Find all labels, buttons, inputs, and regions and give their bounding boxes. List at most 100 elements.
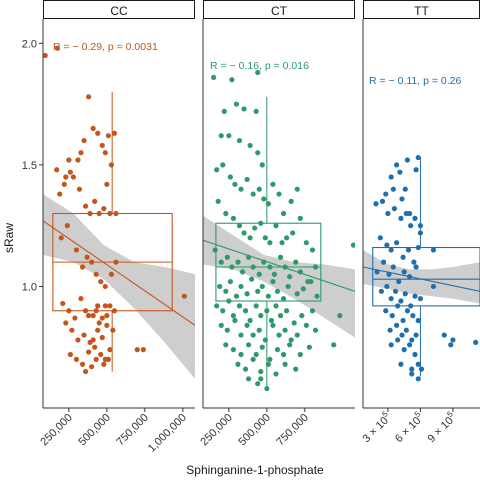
data-point xyxy=(104,181,110,187)
data-point xyxy=(230,347,236,353)
data-point xyxy=(297,215,303,221)
data-point xyxy=(309,308,316,314)
data-point xyxy=(403,210,409,217)
data-point xyxy=(223,288,229,294)
data-point xyxy=(70,174,76,180)
boxplot xyxy=(215,96,322,389)
box xyxy=(372,246,480,307)
data-point xyxy=(89,364,95,370)
panel-plot-area xyxy=(363,154,480,382)
data-point xyxy=(412,351,418,358)
x-tick-label: 9 × 105 xyxy=(423,409,459,445)
data-point xyxy=(277,254,284,260)
data-point xyxy=(241,230,247,236)
regression-line xyxy=(43,220,195,326)
boxplot xyxy=(372,157,480,377)
data-point xyxy=(288,337,294,343)
data-point xyxy=(140,347,146,353)
strip-tt: TT xyxy=(363,0,480,19)
boxplot xyxy=(52,91,173,372)
data-point xyxy=(233,101,240,107)
data-point xyxy=(108,271,114,277)
points xyxy=(43,45,187,375)
data-point xyxy=(284,308,290,314)
data-point xyxy=(218,259,224,265)
data-point xyxy=(277,313,284,319)
data-point xyxy=(400,317,406,324)
data-point xyxy=(98,278,104,285)
data-point xyxy=(255,69,261,76)
data-point xyxy=(409,366,415,372)
data-point xyxy=(86,313,92,319)
panel-ct: CT R = − 0.16, p = 0.016 250,000 500,000 750… xyxy=(198,0,355,449)
data-point xyxy=(79,361,86,367)
data-point xyxy=(350,242,355,248)
data-point xyxy=(294,291,300,297)
data-point xyxy=(306,344,312,350)
data-point xyxy=(388,174,394,180)
data-point xyxy=(385,210,391,217)
data-point xyxy=(105,133,111,139)
regression-line xyxy=(363,266,480,292)
data-point xyxy=(224,254,230,260)
data-point xyxy=(214,303,220,309)
data-point xyxy=(415,361,421,367)
x-tick-label: 750,000 xyxy=(274,412,311,449)
data-point xyxy=(57,191,63,197)
data-point xyxy=(238,351,244,358)
data-point xyxy=(404,157,411,163)
data-point xyxy=(383,308,389,314)
data-point xyxy=(255,150,261,156)
data-point xyxy=(86,349,92,355)
data-point xyxy=(230,215,236,221)
data-point xyxy=(388,247,394,253)
x-tick-label: 750,000 xyxy=(114,412,151,449)
data-point xyxy=(211,74,217,80)
data-point xyxy=(430,247,437,253)
x-tick-label: 1,000,000 xyxy=(146,412,189,455)
data-point xyxy=(227,278,233,285)
data-point xyxy=(413,264,419,270)
data-point xyxy=(86,94,92,100)
strip-label: CC xyxy=(110,4,128,18)
data-point xyxy=(390,264,396,270)
data-point xyxy=(96,320,102,326)
data-point xyxy=(309,247,316,253)
data-point xyxy=(450,337,456,343)
data-point xyxy=(261,196,267,202)
data-point xyxy=(221,108,227,114)
data-point xyxy=(265,293,271,299)
data-point xyxy=(291,320,297,326)
data-point xyxy=(393,240,400,246)
data-point xyxy=(223,342,229,348)
data-point xyxy=(110,327,116,333)
data-point xyxy=(73,247,80,253)
panel-cc: CC R = − 0.29, p = 0.0031 250,000 500,000 75… xyxy=(38,0,195,455)
data-point xyxy=(384,283,390,290)
data-point xyxy=(398,298,404,304)
data-point xyxy=(259,344,265,350)
data-point xyxy=(229,77,235,83)
data-point xyxy=(402,186,408,192)
data-point xyxy=(54,45,61,51)
data-point xyxy=(293,259,299,265)
data-point xyxy=(250,332,256,338)
data-point xyxy=(99,142,105,149)
data-point xyxy=(90,125,96,132)
data-point xyxy=(67,351,73,358)
correlation-annotation: R = − 0.29, p = 0.0031 xyxy=(53,41,158,53)
data-point xyxy=(102,303,108,309)
data-point xyxy=(212,247,218,253)
data-point xyxy=(262,235,268,241)
data-point xyxy=(60,300,66,307)
data-point xyxy=(54,167,60,173)
data-point xyxy=(250,356,256,362)
data-point xyxy=(379,198,386,204)
data-point xyxy=(66,157,72,163)
confidence-band xyxy=(363,249,480,304)
data-point xyxy=(273,371,279,377)
data-point xyxy=(400,254,406,260)
data-point xyxy=(108,162,114,168)
data-point xyxy=(413,332,419,338)
